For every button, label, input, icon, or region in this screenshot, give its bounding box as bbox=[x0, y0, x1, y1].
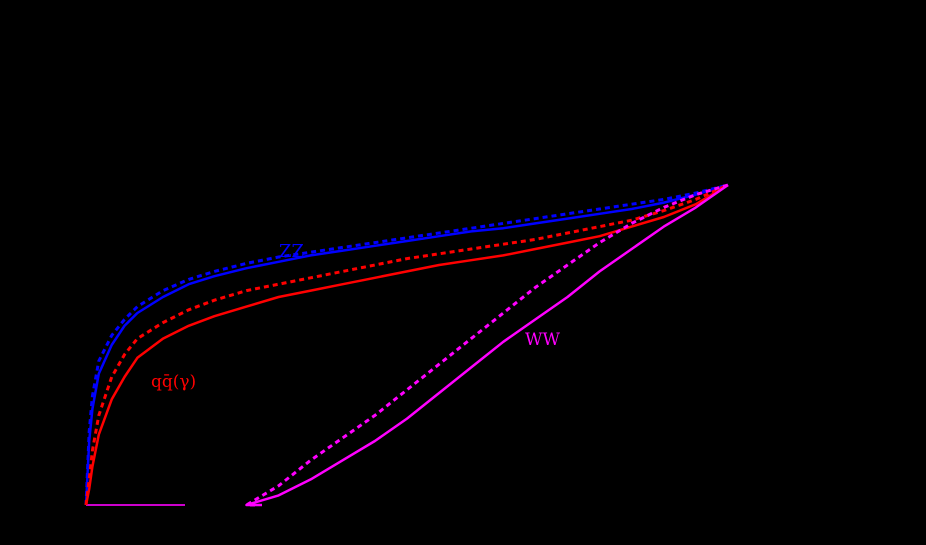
zz-curve-label: ZZ bbox=[279, 241, 305, 262]
series-line-ww-solid bbox=[245, 183, 729, 507]
series-line-qq-solid bbox=[84, 183, 729, 506]
qq-gamma-curve-label: qq̄(γ) bbox=[151, 372, 197, 392]
series-line-zz-solid bbox=[84, 183, 729, 506]
series-line-ww-dashed bbox=[245, 183, 729, 507]
ww-curve-label: WW bbox=[525, 330, 560, 350]
series-line-qq-dashed bbox=[84, 183, 729, 506]
series-layer bbox=[84, 183, 729, 507]
